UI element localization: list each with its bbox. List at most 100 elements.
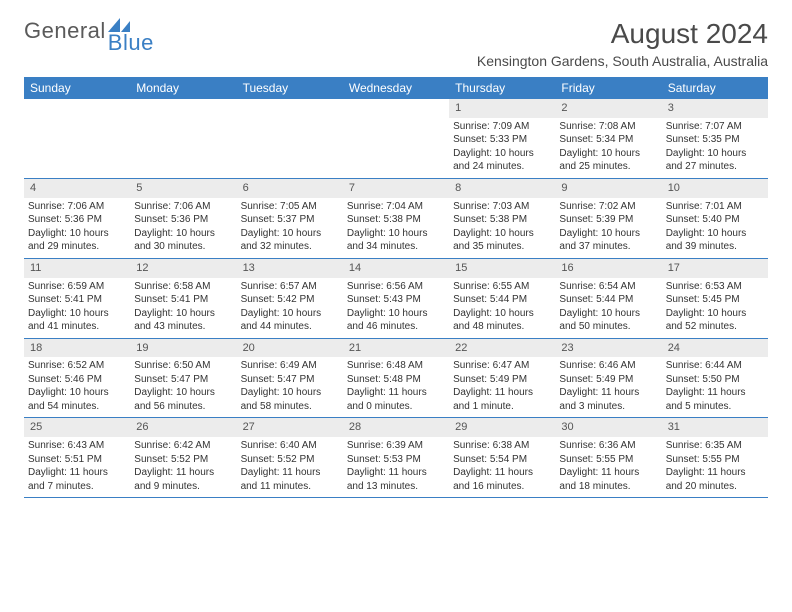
sunrise-text: Sunrise: 6:50 AM bbox=[134, 359, 232, 373]
daylight-text: Daylight: 11 hours and 7 minutes. bbox=[28, 466, 126, 493]
sunset-text: Sunset: 5:42 PM bbox=[241, 293, 339, 307]
day-cell bbox=[343, 99, 449, 178]
day-number: 1 bbox=[449, 99, 555, 118]
daylight-text: Daylight: 10 hours and 32 minutes. bbox=[241, 227, 339, 254]
day-cell: 22Sunrise: 6:47 AMSunset: 5:49 PMDayligh… bbox=[449, 339, 555, 418]
sunrise-text: Sunrise: 6:56 AM bbox=[347, 280, 445, 294]
sunset-text: Sunset: 5:33 PM bbox=[453, 133, 551, 147]
sunrise-text: Sunrise: 6:35 AM bbox=[666, 439, 764, 453]
daylight-text: Daylight: 10 hours and 34 minutes. bbox=[347, 227, 445, 254]
location: Kensington Gardens, South Australia, Aus… bbox=[477, 53, 768, 69]
daylight-text: Daylight: 11 hours and 0 minutes. bbox=[347, 386, 445, 413]
day-number: 6 bbox=[237, 179, 343, 198]
daylight-text: Daylight: 11 hours and 1 minute. bbox=[453, 386, 551, 413]
sunrise-text: Sunrise: 6:58 AM bbox=[134, 280, 232, 294]
sunrise-text: Sunrise: 6:54 AM bbox=[559, 280, 657, 294]
day-cell: 27Sunrise: 6:40 AMSunset: 5:52 PMDayligh… bbox=[237, 418, 343, 497]
day-number: 15 bbox=[449, 259, 555, 278]
day-number: 11 bbox=[24, 259, 130, 278]
daylight-text: Daylight: 11 hours and 11 minutes. bbox=[241, 466, 339, 493]
day-number: 23 bbox=[555, 339, 661, 358]
sunrise-text: Sunrise: 7:04 AM bbox=[347, 200, 445, 214]
sunrise-text: Sunrise: 6:48 AM bbox=[347, 359, 445, 373]
day-cell: 9Sunrise: 7:02 AMSunset: 5:39 PMDaylight… bbox=[555, 179, 661, 258]
day-header-row: Sunday Monday Tuesday Wednesday Thursday… bbox=[24, 77, 768, 99]
sunrise-text: Sunrise: 6:52 AM bbox=[28, 359, 126, 373]
day-number: 16 bbox=[555, 259, 661, 278]
day-number: 2 bbox=[555, 99, 661, 118]
sunset-text: Sunset: 5:45 PM bbox=[666, 293, 764, 307]
day-number: 26 bbox=[130, 418, 236, 437]
daylight-text: Daylight: 10 hours and 29 minutes. bbox=[28, 227, 126, 254]
day-number: 8 bbox=[449, 179, 555, 198]
sunset-text: Sunset: 5:37 PM bbox=[241, 213, 339, 227]
sunset-text: Sunset: 5:39 PM bbox=[559, 213, 657, 227]
daylight-text: Daylight: 11 hours and 16 minutes. bbox=[453, 466, 551, 493]
daylight-text: Daylight: 11 hours and 20 minutes. bbox=[666, 466, 764, 493]
sunrise-text: Sunrise: 7:09 AM bbox=[453, 120, 551, 134]
sunrise-text: Sunrise: 7:01 AM bbox=[666, 200, 764, 214]
day-number: 5 bbox=[130, 179, 236, 198]
sunset-text: Sunset: 5:40 PM bbox=[666, 213, 764, 227]
day-cell: 3Sunrise: 7:07 AMSunset: 5:35 PMDaylight… bbox=[662, 99, 768, 178]
daylight-text: Daylight: 10 hours and 54 minutes. bbox=[28, 386, 126, 413]
sunset-text: Sunset: 5:36 PM bbox=[28, 213, 126, 227]
day-number: 17 bbox=[662, 259, 768, 278]
week-row: 1Sunrise: 7:09 AMSunset: 5:33 PMDaylight… bbox=[24, 99, 768, 179]
day-number: 10 bbox=[662, 179, 768, 198]
sunset-text: Sunset: 5:53 PM bbox=[347, 453, 445, 467]
daylight-text: Daylight: 10 hours and 37 minutes. bbox=[559, 227, 657, 254]
calendar-page: General Blue August 2024 Kensington Gard… bbox=[0, 0, 792, 510]
daylight-text: Daylight: 10 hours and 35 minutes. bbox=[453, 227, 551, 254]
week-row: 4Sunrise: 7:06 AMSunset: 5:36 PMDaylight… bbox=[24, 179, 768, 259]
sunrise-text: Sunrise: 6:42 AM bbox=[134, 439, 232, 453]
sunrise-text: Sunrise: 6:57 AM bbox=[241, 280, 339, 294]
day-cell: 24Sunrise: 6:44 AMSunset: 5:50 PMDayligh… bbox=[662, 339, 768, 418]
day-number: 18 bbox=[24, 339, 130, 358]
day-number: 31 bbox=[662, 418, 768, 437]
sunrise-text: Sunrise: 6:40 AM bbox=[241, 439, 339, 453]
week-row: 18Sunrise: 6:52 AMSunset: 5:46 PMDayligh… bbox=[24, 339, 768, 419]
day-cell: 6 Sunrise: 7:05 AMSunset: 5:37 PMDaylight… bbox=[237, 179, 343, 258]
day-cell: 30Sunrise: 6:36 AMSunset: 5:55 PMDayligh… bbox=[555, 418, 661, 497]
day-cell: 11Sunrise: 6:59 AMSunset: 5:41 PMDayligh… bbox=[24, 259, 130, 338]
day-cell: 8Sunrise: 7:03 AMSunset: 5:38 PMDaylight… bbox=[449, 179, 555, 258]
day-header-mon: Monday bbox=[130, 77, 236, 99]
sunset-text: Sunset: 5:54 PM bbox=[453, 453, 551, 467]
sunset-text: Sunset: 5:49 PM bbox=[559, 373, 657, 387]
day-number: 3 bbox=[662, 99, 768, 118]
day-cell: 19Sunrise: 6:50 AMSunset: 5:47 PMDayligh… bbox=[130, 339, 236, 418]
daylight-text: Daylight: 11 hours and 18 minutes. bbox=[559, 466, 657, 493]
sunrise-text: Sunrise: 6:59 AM bbox=[28, 280, 126, 294]
day-cell: 14Sunrise: 6:56 AMSunset: 5:43 PMDayligh… bbox=[343, 259, 449, 338]
day-cell: 28Sunrise: 6:39 AMSunset: 5:53 PMDayligh… bbox=[343, 418, 449, 497]
daylight-text: Daylight: 10 hours and 43 minutes. bbox=[134, 307, 232, 334]
day-cell bbox=[130, 99, 236, 178]
day-cell bbox=[24, 99, 130, 178]
day-header-fri: Friday bbox=[555, 77, 661, 99]
day-cell: 31Sunrise: 6:35 AMSunset: 5:55 PMDayligh… bbox=[662, 418, 768, 497]
sunrise-text: Sunrise: 7:05 AM bbox=[241, 200, 339, 214]
day-number: 14 bbox=[343, 259, 449, 278]
sunset-text: Sunset: 5:44 PM bbox=[559, 293, 657, 307]
logo-text-1: General bbox=[24, 18, 106, 44]
sunrise-text: Sunrise: 6:39 AM bbox=[347, 439, 445, 453]
sunrise-text: Sunrise: 6:55 AM bbox=[453, 280, 551, 294]
day-cell: 18Sunrise: 6:52 AMSunset: 5:46 PMDayligh… bbox=[24, 339, 130, 418]
day-number: 4 bbox=[24, 179, 130, 198]
sunset-text: Sunset: 5:41 PM bbox=[134, 293, 232, 307]
day-cell: 7Sunrise: 7:04 AMSunset: 5:38 PMDaylight… bbox=[343, 179, 449, 258]
sunset-text: Sunset: 5:41 PM bbox=[28, 293, 126, 307]
sunset-text: Sunset: 5:47 PM bbox=[241, 373, 339, 387]
day-cell: 29Sunrise: 6:38 AMSunset: 5:54 PMDayligh… bbox=[449, 418, 555, 497]
day-cell: 23Sunrise: 6:46 AMSunset: 5:49 PMDayligh… bbox=[555, 339, 661, 418]
day-number: 27 bbox=[237, 418, 343, 437]
daylight-text: Daylight: 11 hours and 5 minutes. bbox=[666, 386, 764, 413]
day-cell: 2Sunrise: 7:08 AMSunset: 5:34 PMDaylight… bbox=[555, 99, 661, 178]
day-number: 13 bbox=[237, 259, 343, 278]
sunset-text: Sunset: 5:55 PM bbox=[559, 453, 657, 467]
day-number: 29 bbox=[449, 418, 555, 437]
week-row: 11Sunrise: 6:59 AMSunset: 5:41 PMDayligh… bbox=[24, 259, 768, 339]
sunset-text: Sunset: 5:34 PM bbox=[559, 133, 657, 147]
daylight-text: Daylight: 11 hours and 9 minutes. bbox=[134, 466, 232, 493]
